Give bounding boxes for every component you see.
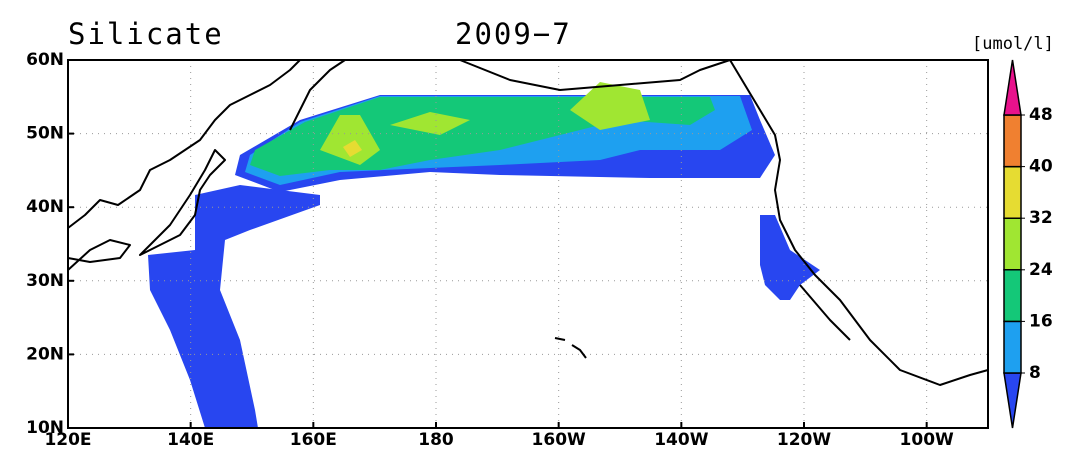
x-tick-label: 100W <box>900 430 954 450</box>
date: 2009−7 <box>455 17 572 51</box>
y-tick-label: 30N <box>26 271 64 291</box>
y-tick-label: 50N <box>26 124 64 144</box>
colorbar-label: 32 <box>1029 208 1053 228</box>
field-band-4 <box>320 82 650 165</box>
coast-kamchatka <box>289 59 346 131</box>
colorbar-swatch <box>1003 269 1022 323</box>
unit: [umol/l] <box>972 34 1054 54</box>
colorbar-swatch <box>1003 320 1022 374</box>
colorbar-label: 16 <box>1029 311 1053 331</box>
data-field <box>148 82 820 428</box>
colorbar-swatch <box>1003 165 1022 219</box>
x-tick-label: 160W <box>532 430 586 450</box>
y-tick-label: 60N <box>26 50 64 70</box>
colorbar-swatch <box>1003 114 1022 168</box>
coast-america <box>729 59 989 386</box>
x-tick-label: 120W <box>777 430 831 450</box>
coast-alaska <box>459 59 731 91</box>
field-band-1 <box>148 185 320 428</box>
x-tick-label: 140W <box>654 430 708 450</box>
y-tick-label: 20N <box>26 344 64 364</box>
coastlines <box>67 59 989 386</box>
x-tick-label: 180 <box>418 430 454 450</box>
y-tick-label: 40N <box>26 197 64 217</box>
colorbar-label: 40 <box>1029 157 1053 177</box>
title: Silicate <box>68 17 224 51</box>
x-tick-label: 140E <box>167 430 214 450</box>
field-band-1 <box>760 215 820 300</box>
colorbar-swatch <box>1003 372 1022 429</box>
y-tick-label: 10N <box>26 418 64 438</box>
coast-asia <box>67 59 301 229</box>
colorbar-swatch <box>1003 217 1022 271</box>
field-band-5 <box>343 140 362 157</box>
coast-hawaii <box>554 337 587 359</box>
coast-baja <box>799 284 851 341</box>
map-frame <box>67 59 989 429</box>
coast-china <box>67 239 131 271</box>
colorbar-label: 48 <box>1029 105 1053 125</box>
colorbar-swatch <box>1003 59 1022 116</box>
colorbar-label: 24 <box>1029 260 1053 280</box>
x-tick-label: 120E <box>44 430 91 450</box>
coast-japan <box>139 149 226 256</box>
colorbar-label: 8 <box>1029 363 1041 383</box>
x-tick-label: 160E <box>290 430 337 450</box>
